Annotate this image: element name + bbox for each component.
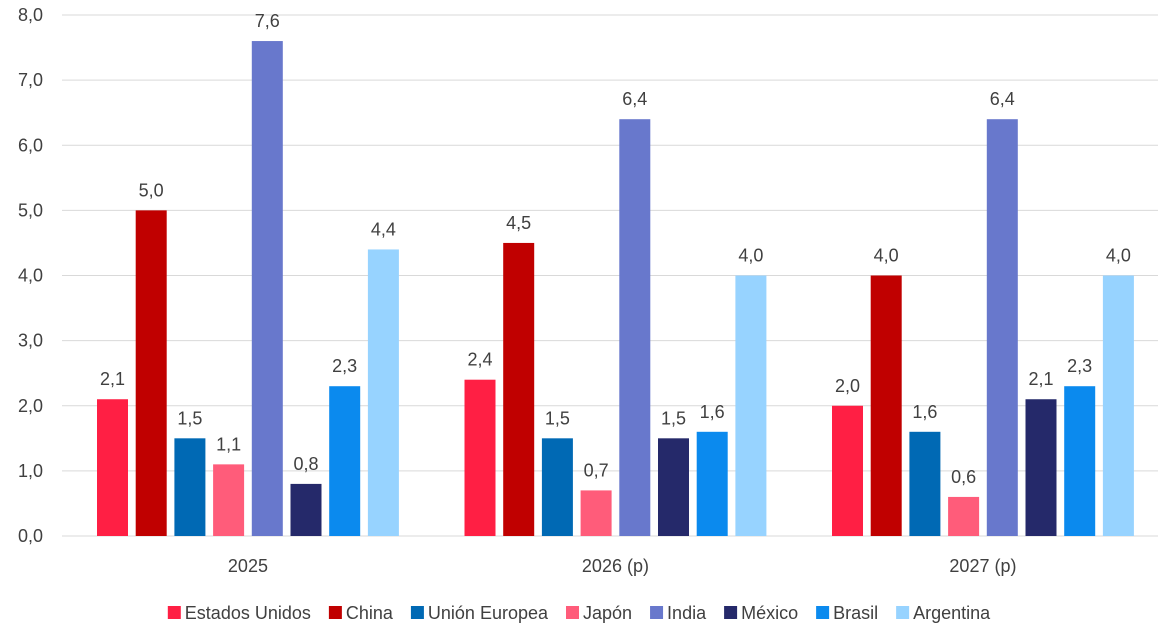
data-label: 2,3	[1067, 356, 1092, 376]
data-label: 4,0	[874, 246, 899, 266]
bar	[870, 275, 902, 536]
data-label: 0,6	[951, 467, 976, 487]
data-label: 6,4	[622, 89, 647, 109]
bar	[503, 242, 535, 536]
data-label: 5,0	[139, 180, 164, 200]
bar	[1025, 399, 1057, 536]
data-label: 2,3	[332, 356, 357, 376]
gridlines	[62, 14, 1158, 537]
legend-label: China	[346, 603, 394, 623]
bar	[97, 399, 128, 536]
bar	[909, 431, 941, 536]
data-label: 1,1	[216, 434, 241, 454]
x-tick-label: 2025	[228, 556, 268, 576]
bar	[251, 41, 283, 537]
legend-item: México	[724, 603, 798, 623]
y-tick-label: 4,0	[18, 266, 43, 286]
x-axis-tick-labels: 2025 2026 (p) 2027 (p)	[228, 556, 1017, 576]
data-label: 2,0	[835, 376, 860, 396]
bars	[97, 41, 1134, 537]
legend-item: Brasil	[816, 603, 878, 623]
bar	[135, 210, 167, 536]
data-label: 7,6	[255, 11, 280, 31]
y-tick-label: 2,0	[18, 396, 43, 416]
bar	[948, 496, 980, 536]
y-tick-label: 8,0	[18, 5, 43, 25]
legend-swatch	[566, 606, 580, 619]
data-label: 1,6	[700, 402, 725, 422]
legend-swatch	[167, 606, 181, 619]
y-tick-label: 6,0	[18, 135, 43, 155]
data-label: 0,8	[293, 454, 318, 474]
y-tick-label: 7,0	[18, 70, 43, 90]
legend-label: Unión Europea	[428, 603, 549, 623]
data-label: 1,6	[912, 402, 937, 422]
x-tick-label: 2027 (p)	[949, 556, 1016, 576]
data-label: 6,4	[990, 89, 1015, 109]
bar	[367, 249, 399, 536]
legend-label: India	[667, 603, 707, 623]
data-label: 4,4	[371, 219, 396, 239]
bar	[658, 438, 689, 536]
legend-swatch	[896, 606, 910, 619]
legend-item: China	[328, 603, 394, 623]
data-labels: 2,1 5,0 1,5 1,1 7,6 0,8 2,3 4,4 2,4 4,5 1,5 0,7 6,4 1…	[100, 11, 1131, 487]
legend-item: Argentina	[896, 603, 991, 623]
data-label: 2,1	[100, 369, 125, 389]
bar	[1102, 275, 1134, 536]
bar	[541, 438, 573, 536]
bar	[329, 386, 361, 536]
legend-item: India	[650, 603, 707, 623]
bar	[174, 438, 206, 536]
y-tick-label: 5,0	[18, 200, 43, 220]
bar	[986, 119, 1018, 536]
y-axis-tick-labels: 0,0 1,0 2,0 3,0 4,0 5,0 6,0 7,0 8,0	[18, 5, 43, 546]
legend-swatch	[816, 606, 830, 619]
bar	[464, 379, 496, 536]
legend-label: Brasil	[833, 603, 878, 623]
data-label: 2,4	[467, 350, 492, 370]
y-tick-label: 1,0	[18, 461, 43, 481]
bar	[213, 464, 245, 536]
data-label: 1,5	[661, 408, 686, 428]
legend-label: Japón	[583, 603, 632, 623]
bar	[580, 490, 612, 536]
y-tick-label: 3,0	[18, 331, 43, 351]
legend-swatch	[650, 606, 664, 619]
legend-swatch	[410, 606, 424, 619]
bar	[1064, 386, 1096, 536]
data-label: 4,5	[506, 213, 531, 233]
data-label: 2,1	[1028, 369, 1053, 389]
legend: Estados Unidos China Unión Europea Japón Ind…	[167, 603, 991, 623]
bar	[735, 275, 767, 536]
data-label: 0,7	[584, 460, 609, 480]
data-label: 4,0	[738, 246, 763, 266]
data-label: 1,5	[545, 408, 570, 428]
legend-item: Japón	[566, 603, 632, 623]
data-label: 1,5	[177, 408, 202, 428]
legend-swatch	[724, 606, 738, 619]
bar	[696, 431, 728, 536]
legend-swatch	[328, 606, 342, 619]
data-label: 4,0	[1106, 246, 1131, 266]
y-tick-label: 0,0	[18, 526, 43, 546]
x-tick-label: 2026 (p)	[582, 556, 649, 576]
legend-label: Estados Unidos	[185, 603, 311, 623]
bar	[832, 405, 863, 536]
legend-label: Argentina	[913, 603, 991, 623]
legend-label: México	[741, 603, 798, 623]
bar	[290, 483, 322, 536]
legend-item: Estados Unidos	[167, 603, 311, 623]
bar	[619, 119, 651, 536]
legend-item: Unión Europea	[410, 603, 549, 623]
